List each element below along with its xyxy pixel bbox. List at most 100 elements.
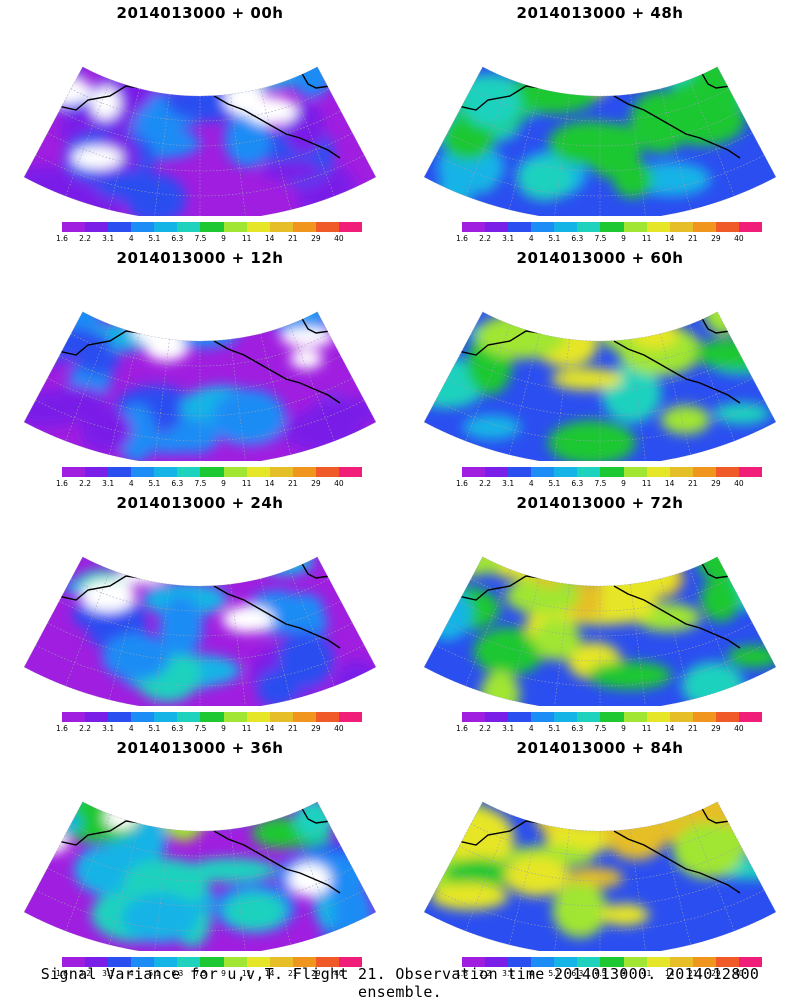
colorbar-tick-label: 4 (128, 479, 134, 488)
colorbar-tick-label: 3.1 (502, 479, 515, 488)
map-boundary (23, 556, 377, 706)
colorbar-swatch (462, 712, 486, 722)
colorbar-tick-label: 14 (264, 234, 275, 243)
colorbar-tick-label: 4 (128, 969, 134, 978)
colorbar-swatch (577, 467, 601, 477)
variance-blob (517, 158, 573, 201)
colorbar-tick-label: 1.6 (456, 479, 468, 488)
colorbar-tick-label: 40 (334, 969, 344, 978)
variance-blob (588, 661, 672, 690)
variance-blob (224, 112, 272, 167)
colorbar-swatch (462, 957, 486, 967)
colorbar (462, 712, 763, 722)
variance-blob (269, 311, 331, 315)
no-data-patch (288, 862, 331, 897)
colorbar-swatch (62, 467, 86, 477)
variance-blob (33, 801, 93, 803)
colorbar-tick-label: 40 (734, 234, 744, 243)
colorbar-tick-label: 2.2 (79, 234, 92, 243)
colorbar-swatch (646, 712, 670, 722)
colorbar-swatch (646, 957, 670, 967)
variance-blob (516, 33, 601, 53)
colorbar-tick-label: 7.5 (594, 479, 607, 488)
graticule (23, 801, 377, 951)
colorbar-swatch (177, 222, 201, 232)
colorbar-tick-label: 40 (334, 234, 344, 243)
colorbar-swatch (508, 222, 532, 232)
colorbar-tick-label: 14 (264, 724, 275, 733)
coastline (37, 66, 359, 159)
colorbar-tick-label: 1.6 (456, 234, 468, 243)
colorbar-tick-label: 5.1 (148, 724, 161, 733)
colorbar-tick-label: 14 (264, 479, 275, 488)
colorbar-swatch (338, 222, 363, 232)
colorbar-swatch (531, 467, 555, 477)
variance-blob (431, 271, 497, 311)
colorbar-tick-label: 14 (664, 479, 675, 488)
colorbar-swatch (62, 222, 86, 232)
graticule (23, 66, 377, 216)
colorbar-tick-label: 1.6 (456, 969, 468, 978)
colorbar-tick-label: 6.3 (571, 234, 584, 243)
colorbar-tick-label: 2.2 (479, 234, 492, 243)
colorbar-tick-label: 1.6 (456, 724, 468, 733)
colorbar-swatch (108, 712, 132, 722)
map-panel: 2014013000 + 48h 1.6 2.2 3.1 4 5.1 6.3 7.5 9 11 14… (400, 0, 800, 245)
colorbar-swatch (200, 467, 224, 477)
variance-blob (462, 414, 522, 440)
colorbar-swatch (338, 957, 363, 967)
colorbar-tick-label: 7.5 (194, 479, 207, 488)
map-panel: 2014013000 + 36h 1.6 2.2 3.1 4 5.1 6.3 7.5 9 11 14… (0, 735, 400, 980)
colorbar-tick-label: 40 (734, 724, 744, 733)
variance-blob (25, 328, 113, 360)
colorbar-swatch (315, 467, 339, 477)
colorbar-tick-label: 2.2 (479, 479, 492, 488)
colorbar-swatch (508, 712, 532, 722)
variance-blob (632, 162, 711, 197)
colorbar-tick-label: 3.1 (102, 969, 115, 978)
colorbar (462, 957, 763, 967)
colorbar-swatch (200, 712, 224, 722)
variance-blob (697, 556, 745, 582)
panel-title: 2014013000 + 48h (516, 4, 684, 22)
variance-blob (244, 556, 313, 572)
colorbar-tick-label: 9 (221, 724, 226, 733)
variance-blob (533, 617, 581, 661)
variance-blob (549, 801, 614, 815)
colorbar-swatch (338, 467, 363, 477)
variance-blob (294, 801, 334, 841)
colorbar-tick-label: 7.5 (594, 969, 607, 978)
colorbar-swatch (508, 957, 532, 967)
colorbar-tick-label: 3.1 (502, 969, 515, 978)
colorbar-swatch (223, 957, 247, 967)
colorbar-swatch (554, 957, 578, 967)
colorbar-swatch (177, 957, 201, 967)
colorbar-swatch (692, 712, 716, 722)
variance-blob (505, 576, 580, 615)
no-data-patch (104, 805, 138, 830)
colorbar-swatch (62, 957, 86, 967)
colorbar-swatch (623, 712, 647, 722)
variance-blob (213, 66, 308, 90)
colorbar-swatch (669, 957, 693, 967)
colorbar-tick-label: 14 (664, 724, 675, 733)
panel-title: 2014013000 + 36h (116, 739, 284, 757)
colorbar-swatch (669, 467, 693, 477)
colorbar-swatch (692, 957, 716, 967)
colorbar-tick-label: 4 (528, 969, 534, 978)
colorbar-tick-label: 2.2 (79, 479, 92, 488)
colorbar-tick-label: 5.1 (548, 969, 561, 978)
colorbar-tick-label: 11 (241, 234, 252, 243)
colorbar-tick-label: 21 (287, 724, 298, 733)
colorbar-tick-label: 7.5 (594, 234, 607, 243)
colorbar-swatch (62, 712, 86, 722)
variance-blob (277, 630, 334, 688)
colorbar-swatch (669, 222, 693, 232)
colorbar-swatch (531, 712, 555, 722)
colorbar-tick-label: 1.6 (56, 724, 68, 733)
colorbar-tick-label: 9 (621, 479, 626, 488)
variance-blob (481, 556, 562, 580)
variance-blob (600, 903, 650, 926)
colorbar-tick-label: 4 (128, 724, 134, 733)
